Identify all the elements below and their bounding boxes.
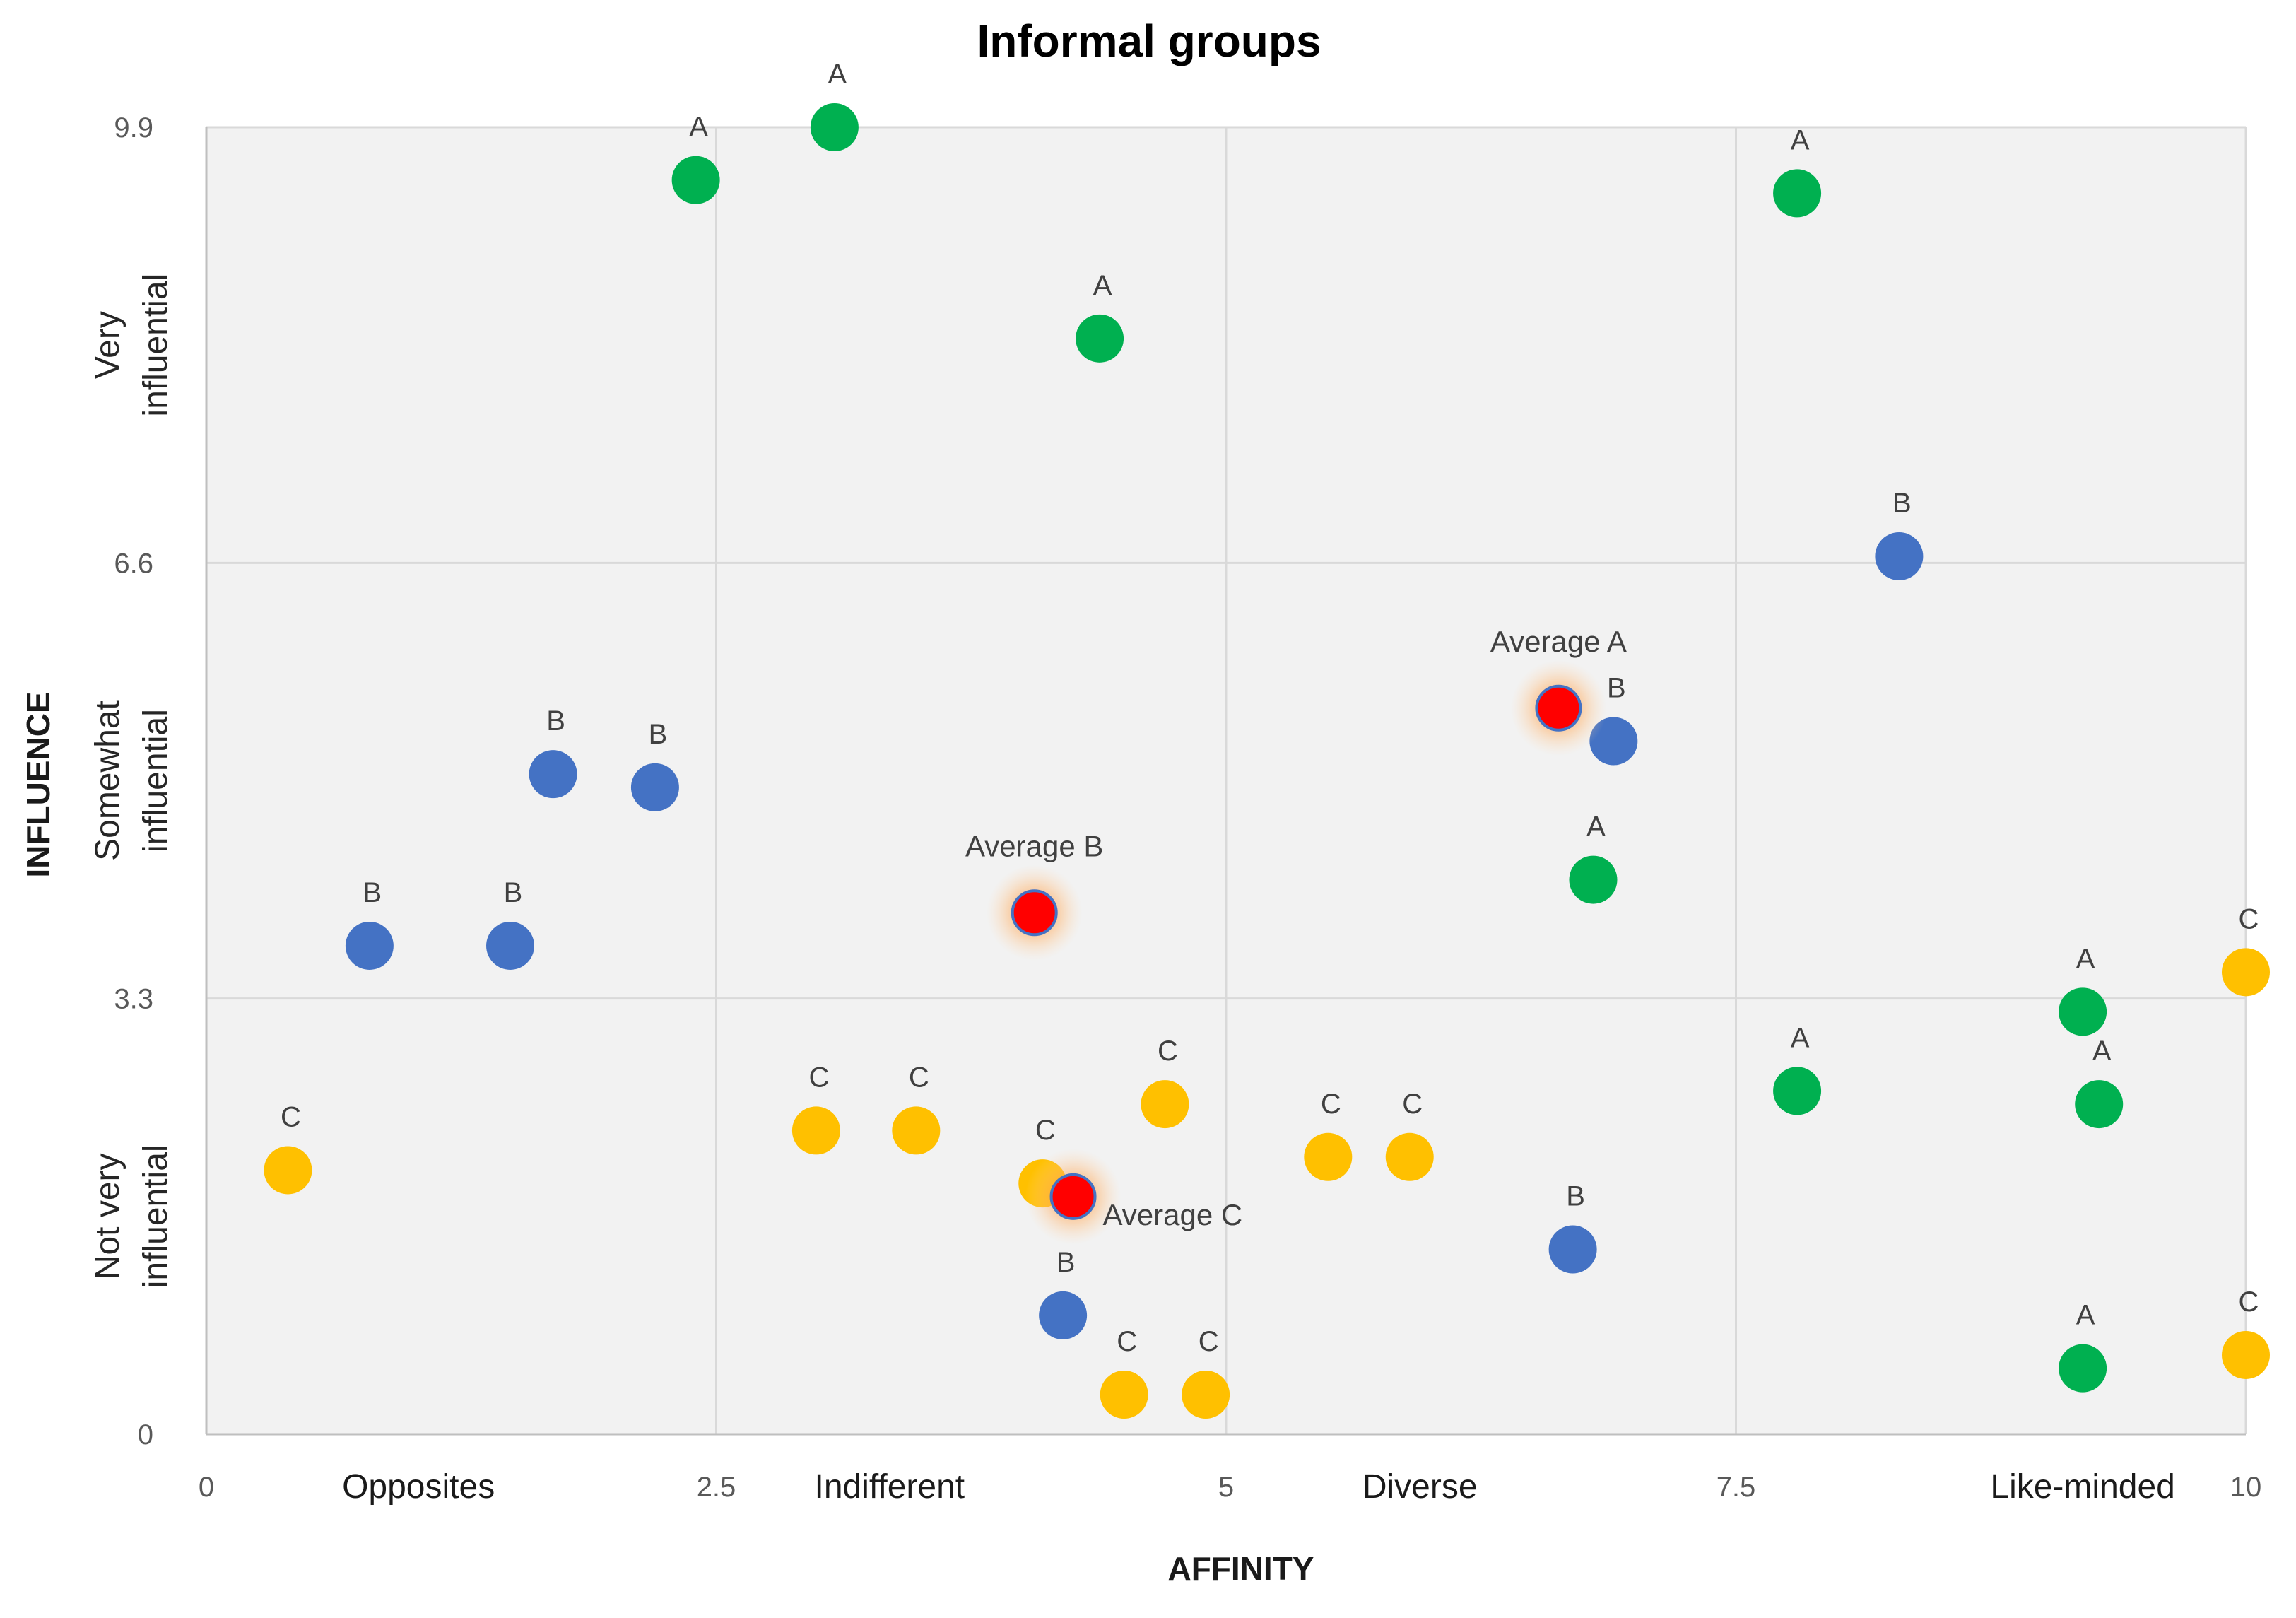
y-tick-label: 3.3 xyxy=(114,984,153,1015)
point-label-b: B xyxy=(1056,1247,1076,1278)
point-label-a: A xyxy=(828,59,847,90)
point-label-b: B xyxy=(1607,672,1626,703)
point-b xyxy=(630,763,679,811)
point-label-c: C xyxy=(281,1101,301,1132)
average-label: Average B xyxy=(965,829,1103,862)
point-label-b: B xyxy=(1566,1181,1585,1212)
point-c xyxy=(791,1106,840,1155)
x-tick-label: 0 xyxy=(199,1472,214,1503)
point-label-c: C xyxy=(1035,1115,1056,1146)
y-tick-label: 0 xyxy=(138,1419,153,1450)
x-tick-label: 10 xyxy=(2230,1472,2262,1503)
point-a xyxy=(1773,1067,1822,1115)
y-category-line-2: influential xyxy=(137,709,175,852)
y-category-line-1: Somewhat xyxy=(89,700,126,861)
x-axis-title: AFFINITY xyxy=(1168,1550,1314,1587)
gridlines xyxy=(205,126,2247,1436)
y-category-label: Somewhat influential xyxy=(89,700,175,861)
point-label-c: C xyxy=(2239,903,2259,934)
point-label-b: B xyxy=(504,877,523,908)
point-c xyxy=(1385,1132,1434,1181)
point-a xyxy=(1569,855,1618,904)
average-point xyxy=(1049,1173,1097,1220)
y-category-line-2: influential xyxy=(137,1144,175,1288)
x-category-label: Diverse xyxy=(1362,1468,1478,1506)
y-category-line-2: influential xyxy=(137,274,175,417)
point-c xyxy=(1182,1370,1230,1419)
x-category-label: Opposites xyxy=(342,1468,495,1506)
x-tick-label: 2.5 xyxy=(697,1472,736,1503)
point-label-a: A xyxy=(1791,1022,1810,1053)
point-c xyxy=(1100,1370,1148,1419)
y-category-line-1: Very xyxy=(89,311,126,379)
point-c xyxy=(2222,1330,2270,1379)
point-label-b: B xyxy=(546,705,565,737)
y-category-label: Not very influential xyxy=(89,1144,175,1288)
point-label-c: C xyxy=(909,1062,929,1093)
y-category-label: Very influential xyxy=(89,274,175,417)
point-label-b: B xyxy=(363,877,382,908)
point-a xyxy=(671,156,720,204)
average-label: Average C xyxy=(1103,1198,1243,1231)
point-a xyxy=(2059,987,2107,1036)
average-point xyxy=(1011,889,1058,937)
point-label-a: A xyxy=(689,112,708,143)
x-tick-label: 5 xyxy=(1218,1472,1234,1503)
average-label: Average A xyxy=(1490,625,1627,658)
point-label-a: A xyxy=(2076,943,2095,974)
point-label-c: C xyxy=(1321,1089,1341,1120)
point-label-c: C xyxy=(808,1062,829,1093)
y-axis-title: INFLUENCE xyxy=(20,691,57,877)
x-category-label: Like-minded xyxy=(1990,1468,2174,1506)
average-point xyxy=(1535,684,1582,732)
y-tick-label: 9.9 xyxy=(114,112,153,143)
point-c xyxy=(1141,1080,1189,1129)
point-label-c: C xyxy=(1117,1326,1137,1357)
point-a xyxy=(2059,1344,2107,1393)
point-label-a: A xyxy=(2076,1300,2095,1331)
point-a xyxy=(2075,1080,2124,1129)
point-label-c: C xyxy=(2239,1286,2259,1318)
y-axis-ticks: 0 3.3 6.6 9.9 xyxy=(114,112,153,1450)
y-tick-label: 6.6 xyxy=(114,548,153,579)
point-label-b: B xyxy=(649,719,668,750)
point-b xyxy=(1039,1291,1088,1339)
point-c xyxy=(2222,948,2270,997)
point-label-c: C xyxy=(1402,1089,1423,1120)
point-label-b: B xyxy=(1892,488,1912,519)
point-label-a: A xyxy=(2092,1036,2112,1067)
point-b xyxy=(1875,532,1924,580)
point-c xyxy=(892,1106,941,1155)
x-axis-ticks: 0 2.5 5 7.5 10 xyxy=(199,1472,2261,1503)
point-a xyxy=(1773,169,1822,218)
point-label-c: C xyxy=(1199,1326,1219,1357)
point-b xyxy=(1548,1225,1597,1274)
point-c xyxy=(1304,1132,1353,1181)
point-a xyxy=(810,103,859,151)
point-label-c: C xyxy=(1158,1036,1178,1067)
y-category-line-1: Not very xyxy=(89,1153,126,1279)
point-label-a: A xyxy=(1791,124,1810,156)
x-tick-label: 7.5 xyxy=(1717,1472,1756,1503)
point-a xyxy=(1076,314,1124,363)
point-b xyxy=(345,921,394,970)
point-c xyxy=(264,1146,312,1195)
x-category-label: Indifferent xyxy=(815,1468,965,1506)
point-label-a: A xyxy=(1093,270,1112,301)
chart-title: Informal groups xyxy=(977,16,1321,66)
average-points: Average A Average B Average C xyxy=(965,625,1627,1245)
x-axis-categories: Opposites Indifferent Diverse Like-minded xyxy=(342,1468,2175,1506)
point-b xyxy=(486,921,535,970)
data-points: A A A A A A A A A B B B B B B B B C C C C C C C C C C C xyxy=(264,59,2270,1419)
point-b xyxy=(529,750,577,799)
point-label-a: A xyxy=(1586,811,1606,843)
